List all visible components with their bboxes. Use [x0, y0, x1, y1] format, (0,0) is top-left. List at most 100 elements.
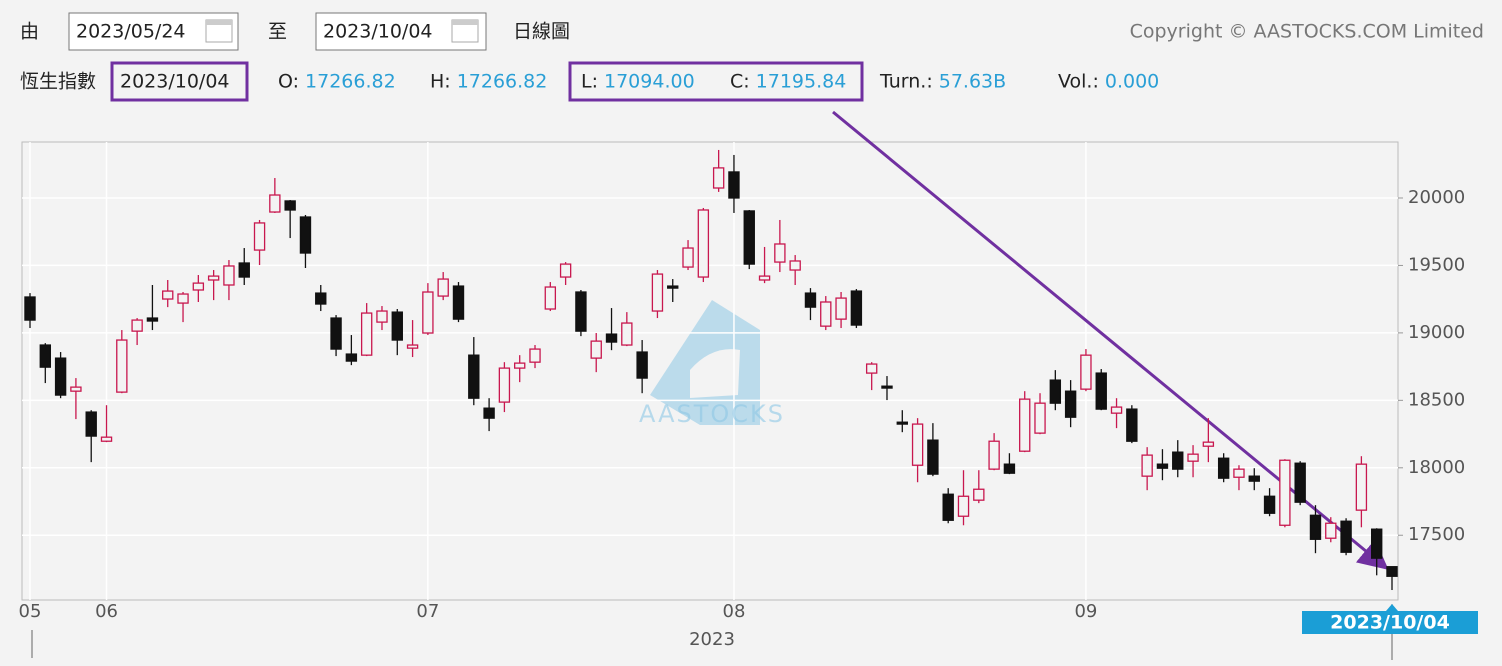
candle-body: [437, 278, 449, 297]
candle-body: [774, 243, 786, 263]
candle-body: [146, 317, 159, 322]
candle-body: [1003, 463, 1016, 474]
chart-kind[interactable]: 日線圖: [513, 21, 570, 43]
y-tick-label: 18000: [1408, 457, 1465, 478]
candle-body: [1095, 372, 1107, 410]
y-tick-label: 17500: [1408, 524, 1465, 545]
chart-layer: 17500 18000 18500 19000 19500 20000 05 06 07 08 09…: [19, 141, 1465, 650]
candle-body: [559, 263, 572, 278]
candle-body: [299, 216, 312, 254]
index-name: 恆生指數: [20, 71, 96, 93]
candle-body: [988, 440, 1000, 470]
y-tick-label: 20000: [1408, 187, 1465, 208]
candle-body: [483, 407, 495, 419]
candle-body: [804, 292, 817, 308]
x-tick-label: 08: [723, 601, 746, 622]
candle-body: [850, 290, 863, 326]
calendar-icon[interactable]: [205, 19, 233, 43]
x-tick-label: 05: [19, 601, 42, 622]
cursor-pointer: [1386, 604, 1398, 611]
quote-value: 17266.82: [305, 71, 396, 93]
candle-body: [162, 290, 174, 300]
candle-body: [1126, 408, 1138, 442]
candle-body: [1156, 463, 1169, 469]
candle-body: [406, 344, 419, 349]
quote-date: 2023/10/04: [120, 71, 230, 93]
quote-value: 17266.82: [457, 71, 548, 93]
candle-body: [330, 317, 342, 350]
candle-body: [1263, 495, 1276, 514]
candle-body: [345, 353, 358, 362]
candle-body: [544, 286, 557, 310]
candle-body: [651, 273, 664, 312]
x-tick-label: 06: [95, 601, 118, 622]
candle-body: [1202, 441, 1215, 447]
candle-body: [1386, 566, 1398, 577]
candle-body: [360, 312, 373, 356]
candle-body: [590, 340, 602, 359]
candle-body: [116, 339, 128, 393]
candle-body: [269, 194, 281, 213]
candle-body: [177, 293, 189, 304]
candle-body: [1141, 454, 1153, 477]
candle-body: [1172, 451, 1184, 470]
candle-body: [1064, 390, 1077, 418]
header: 由 2023/05/24 至 2023/10/04 日線圖 Copyright …: [20, 12, 1484, 102]
candle-body: [238, 262, 250, 278]
candle-body: [1110, 406, 1123, 414]
candle-body: [422, 291, 434, 334]
candle-body: [514, 362, 526, 369]
candle-body: [973, 488, 985, 501]
candle-body: [192, 282, 205, 291]
candle-body: [942, 493, 954, 521]
candle-body: [223, 265, 235, 286]
candle-body: [1080, 354, 1092, 390]
calendar-icon[interactable]: [451, 19, 479, 43]
candle-body: [24, 296, 36, 321]
candle-body: [927, 439, 939, 475]
quote-value: 0.000: [1105, 71, 1159, 93]
candle-body: [253, 222, 266, 251]
candle-body: [697, 209, 710, 278]
candle-body: [39, 344, 52, 368]
candle-body: [1325, 522, 1337, 539]
y-tick-label: 19000: [1408, 322, 1465, 343]
watermark-logo: [650, 300, 760, 425]
candle-body: [1233, 468, 1245, 478]
candle-body: [621, 322, 633, 346]
candle-body: [529, 348, 541, 363]
x-tick-label: 09: [1074, 601, 1097, 622]
from-date: 2023/05/24: [76, 21, 186, 43]
candle-body: [728, 171, 740, 199]
from-label: 由: [20, 21, 39, 43]
candle-body: [315, 292, 327, 305]
candle-body: [1019, 398, 1031, 452]
y-tick-label: 18500: [1408, 389, 1465, 410]
candle-body: [207, 275, 220, 281]
annotation-arrow: [832, 110, 1389, 570]
quote-value: 57.63B: [939, 71, 1006, 93]
y-tick-label: 19500: [1408, 254, 1465, 275]
candle-body: [682, 247, 694, 268]
candle-body: [820, 301, 832, 327]
x-tick-label: 07: [416, 601, 439, 622]
to-label: 至: [268, 21, 287, 43]
highlight-box: [110, 61, 249, 102]
candle-body: [70, 386, 82, 392]
candle-body: [1049, 379, 1062, 404]
candle-body: [452, 285, 465, 320]
candle-body: [1294, 462, 1306, 503]
candle-body: [605, 333, 618, 343]
quote-label: O:: [278, 71, 299, 93]
candle-body: [1217, 457, 1230, 479]
to-date: 2023/10/04: [323, 21, 433, 43]
candle-body: [1355, 463, 1368, 511]
candle-body: [1370, 528, 1383, 559]
candle-body: [743, 210, 755, 265]
to-date-input[interactable]: [315, 12, 487, 51]
candle-body: [1309, 514, 1322, 540]
quote-label: L:: [581, 71, 598, 93]
candle-body: [1279, 459, 1291, 526]
candle-body: [865, 363, 878, 374]
